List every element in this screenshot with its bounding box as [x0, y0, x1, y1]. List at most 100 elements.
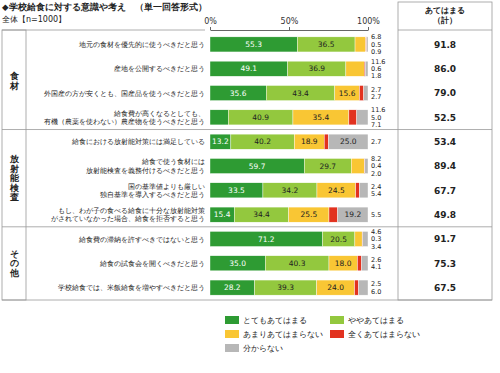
data-label-outside: 2.7	[371, 93, 381, 101]
group-separator	[2, 129, 492, 130]
bar-segment	[210, 280, 255, 295]
bar-segment	[324, 134, 328, 149]
bar-segment	[351, 158, 364, 173]
legend-item: 全くあてはまらない	[330, 330, 420, 339]
bar-segment	[338, 207, 368, 222]
bars	[210, 37, 368, 295]
legend-item: 分からない	[225, 344, 283, 353]
group-label-char: の	[10, 258, 19, 268]
bar-segment	[255, 280, 317, 295]
group-label: その他	[9, 249, 20, 278]
category-label-line: 放射能検査を義務付けるべきだと思う	[86, 166, 205, 175]
data-label: 55.3	[245, 40, 262, 49]
group-label: 食材	[9, 71, 19, 91]
data-label: 36.9	[308, 64, 325, 73]
legend-label: あまりあてはまらない	[243, 330, 323, 339]
data-labels: 55.336.56.80.50.949.136.911.60.61.835.64…	[212, 33, 385, 295]
data-label: 71.2	[258, 235, 275, 244]
category-label-line: 独自基準を導入するべきだと思う	[100, 190, 205, 199]
total-value: 75.3	[434, 259, 456, 269]
data-label: 29.7	[319, 162, 336, 171]
totals-title-line: （計）	[433, 16, 457, 25]
data-label: 40.2	[254, 137, 271, 146]
data-label-outside: 5.4	[371, 190, 381, 198]
bar-segment	[210, 256, 265, 271]
legend-swatch	[330, 316, 344, 324]
category-label-line: 有機（農薬を使わない）農産物を使うべきだと思う	[44, 117, 205, 126]
data-label: 35.0	[229, 259, 246, 268]
total-value: 91.7	[434, 234, 456, 244]
total-value: 89.4	[434, 161, 456, 171]
legend-item: とてもあてはまる	[225, 316, 307, 325]
bar-segment	[363, 231, 368, 246]
category-label: 給食における放射能対策には満足している	[71, 137, 205, 146]
group-label-char: 他	[9, 268, 20, 278]
bar-segment	[329, 134, 369, 149]
bar-segment	[322, 231, 354, 246]
bar-segment	[365, 37, 367, 52]
bar-segment	[210, 110, 228, 125]
data-label-outside: 3.4	[371, 243, 381, 251]
bar-segment	[304, 158, 351, 173]
bar-segment	[359, 280, 368, 295]
legend-swatch	[330, 330, 344, 338]
data-label-outside: 1.8	[371, 72, 381, 80]
bar-segment	[231, 134, 295, 149]
category-label: 給食で使う食材には放射能検査を義務付けるべきだと思う	[86, 157, 205, 175]
data-label: 19.2	[344, 210, 361, 219]
bar-segment	[266, 86, 335, 101]
group-column-frame	[2, 30, 26, 300]
group-label-char: 査	[9, 192, 19, 202]
data-label-outside: 5.5	[371, 211, 381, 219]
category-label: 地元の食材を優先的に使うべきだと思う	[78, 40, 205, 49]
bar-segment	[288, 61, 346, 76]
total-value: 53.4	[434, 137, 456, 147]
data-label: 34.2	[282, 186, 299, 195]
bar-segment	[317, 183, 356, 198]
x-tick-mark	[210, 27, 211, 30]
total-value: 67.5	[434, 283, 456, 293]
data-label: 18.0	[335, 259, 352, 268]
totals-header-rule	[398, 30, 492, 31]
data-label: 35.6	[230, 89, 247, 98]
data-label: 24.0	[327, 283, 344, 292]
group-label-char: 放	[9, 154, 20, 164]
group-label-char: 射	[9, 164, 19, 174]
data-label: 20.5	[330, 235, 347, 244]
bar-segment	[329, 207, 338, 222]
group-separator	[2, 226, 492, 227]
data-label: 33.5	[228, 186, 245, 195]
category-label: 学校給食では、米飯給食を増やすべきだと思う	[58, 283, 205, 292]
bar-segment	[228, 110, 293, 125]
group-label-char: 材	[9, 81, 19, 91]
subtitle: 全体【n=1000】	[2, 15, 66, 24]
category-label-line: 給食における放射能対策には満足している	[71, 137, 205, 146]
bar-segment	[355, 231, 362, 246]
data-label: 18.9	[301, 137, 318, 146]
legend-label: ややあてはまる	[348, 316, 404, 325]
data-label: 59.7	[249, 162, 266, 171]
category-label: 産地を公開するべきだと思う	[114, 64, 205, 73]
bar-segment	[263, 183, 317, 198]
bar-segment	[210, 134, 231, 149]
bar-segment	[210, 61, 288, 76]
legend-item: ややあてはまる	[330, 316, 404, 325]
bar-segment	[364, 86, 368, 101]
x-axis: 0%50%100%	[204, 17, 380, 31]
category-label: 国の基準値よりも厳しい独自基準を導入するべきだと思う	[100, 182, 205, 200]
bar-segment	[210, 231, 322, 246]
x-tick-mark	[368, 27, 369, 30]
data-label: 40.9	[252, 113, 269, 122]
total-value: 49.8	[434, 210, 456, 220]
chart-svg: ◆学校給食に対する意識や考え （単一回答形式）全体【n=1000】あてはまる（計…	[0, 0, 500, 373]
legend: とてもあてはまる ややあてはまるあまりあてはまらない全くあてはまらない分からない	[225, 316, 420, 353]
title: ◆学校給食に対する意識や考え （単一回答形式）	[2, 2, 207, 12]
bar-segment	[289, 207, 329, 222]
bar-segment	[359, 86, 363, 101]
data-label-outside: 2.7	[371, 138, 381, 146]
data-label: 49.1	[240, 64, 257, 73]
data-label: 28.2	[224, 283, 241, 292]
bar-segment	[365, 61, 368, 76]
data-label-outside: 0.9	[371, 48, 381, 56]
bar-segment	[317, 280, 355, 295]
